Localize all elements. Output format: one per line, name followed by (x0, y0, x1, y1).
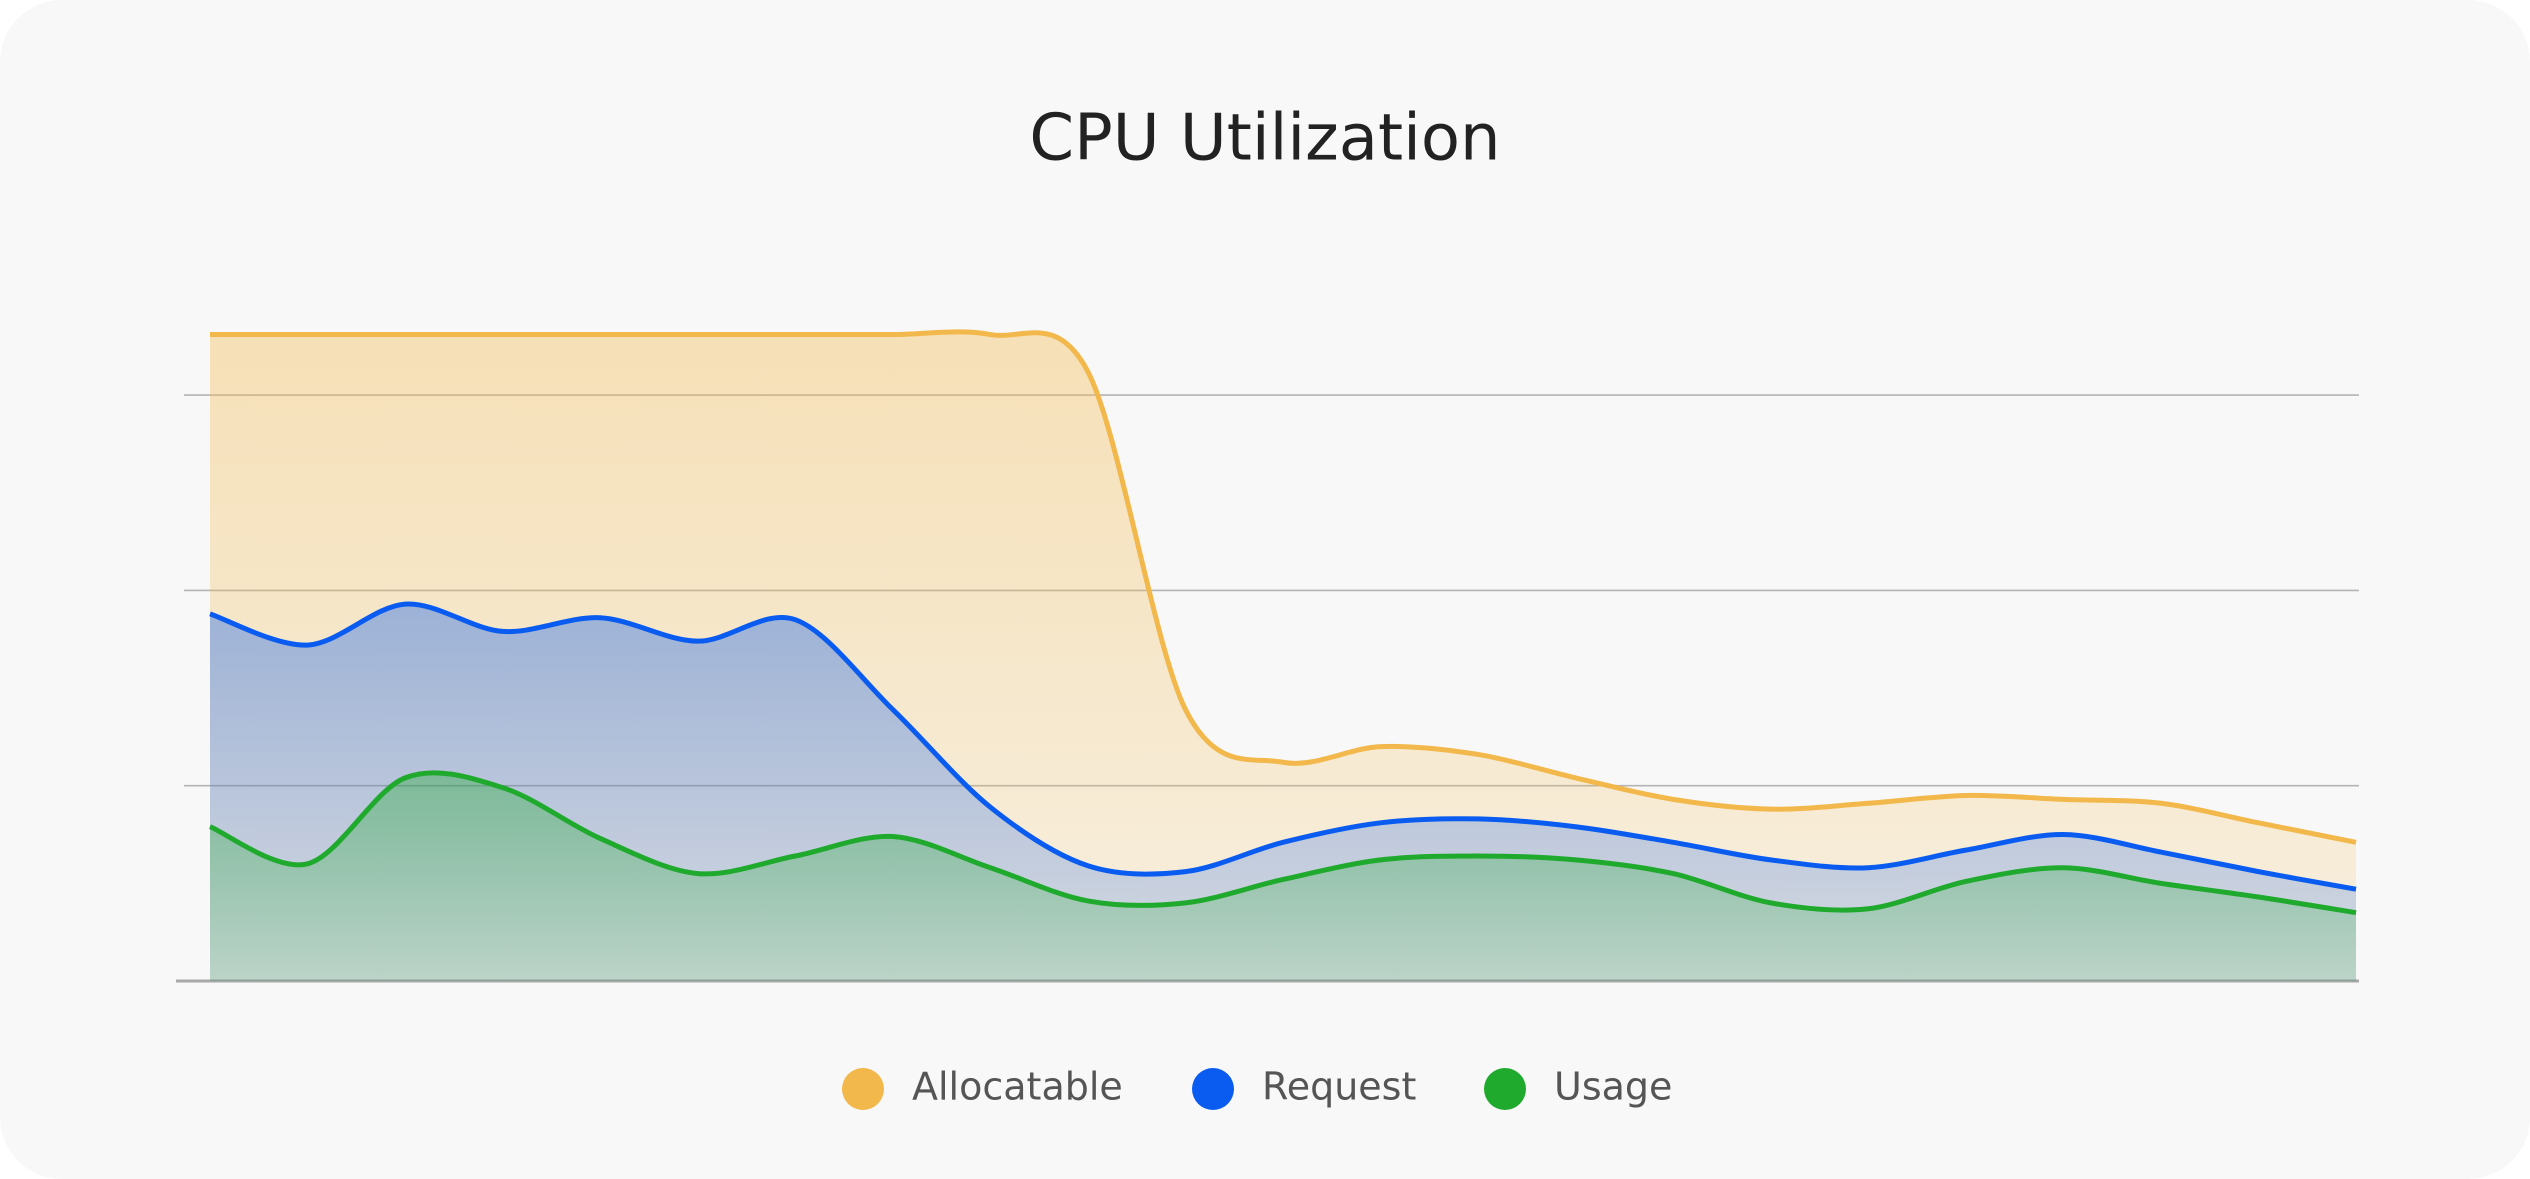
area-fill (210, 772, 2356, 981)
area-line (208, 770, 2357, 916)
legend-label: Request (1262, 1065, 1416, 1109)
legend-label: Usage (1554, 1065, 1672, 1109)
area-line (209, 601, 2357, 892)
legend-swatch (1192, 1068, 1234, 1110)
area-line (209, 329, 2357, 845)
legend-swatch (842, 1068, 884, 1110)
legend-swatch (1484, 1068, 1526, 1110)
chart-title: CPU Utilization (1029, 102, 1500, 176)
legend-label: Allocatable (912, 1065, 1123, 1109)
